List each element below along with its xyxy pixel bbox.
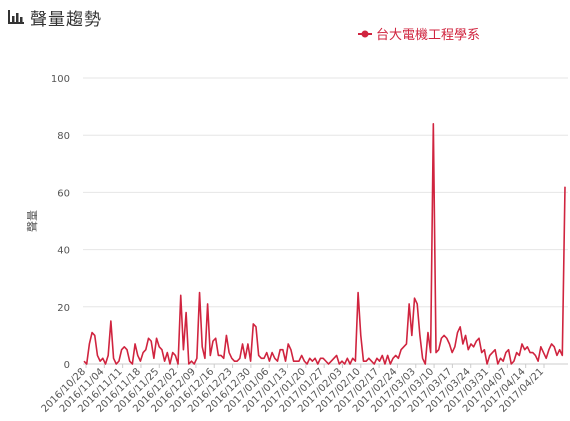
- legend-label[interactable]: 台大電機工程學系: [376, 28, 480, 43]
- series-line: [83, 122, 566, 365]
- bar-chart-icon: [8, 10, 24, 24]
- y-tick-label: 0: [64, 360, 70, 371]
- y-tick-label: 20: [57, 303, 70, 314]
- y-tick-label: 80: [57, 131, 70, 142]
- page-title: 聲量趨勢: [30, 9, 102, 30]
- y-tick-label: 60: [57, 188, 70, 199]
- chart-header: 聲量趨勢: [8, 5, 102, 30]
- y-tick-label: 40: [57, 246, 70, 257]
- y-axis-label: 聲量: [25, 210, 39, 232]
- legend-marker[interactable]: [361, 30, 369, 38]
- y-tick-label: 100: [51, 74, 70, 85]
